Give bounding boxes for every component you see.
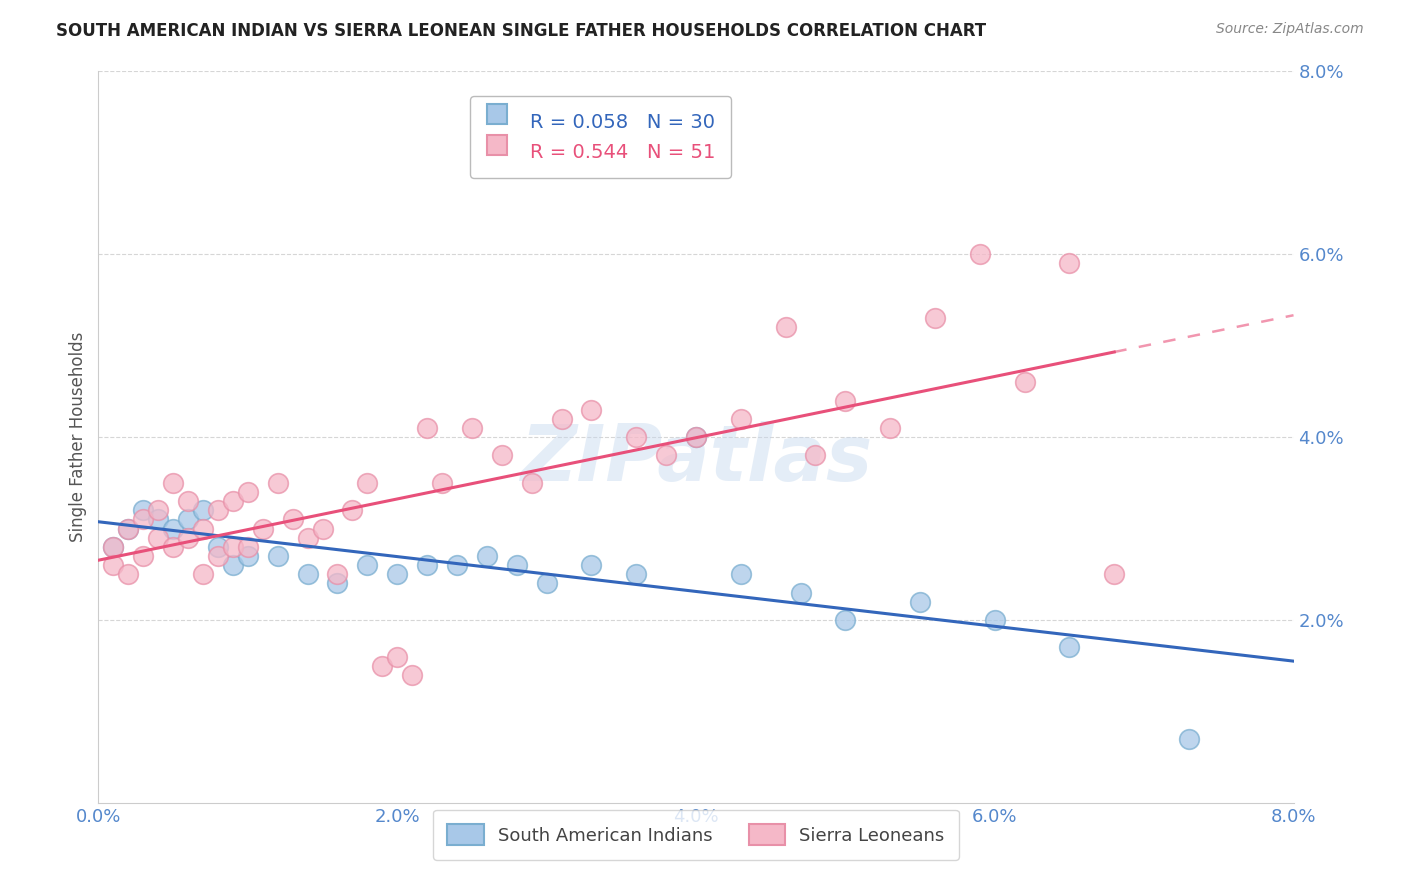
Point — [311, 521, 333, 535]
Point — [446, 558, 468, 573]
Point — [132, 549, 155, 563]
Point — [385, 649, 409, 664]
Point — [267, 475, 290, 490]
Point — [401, 667, 423, 681]
Point — [879, 421, 901, 435]
Point — [804, 449, 827, 463]
Point — [297, 567, 319, 582]
Point — [581, 558, 603, 573]
Point — [550, 412, 572, 426]
Text: ZIPatlas: ZIPatlas — [520, 421, 872, 497]
Point — [520, 475, 543, 490]
Point — [416, 558, 439, 573]
Point — [430, 475, 453, 490]
Text: SOUTH AMERICAN INDIAN VS SIERRA LEONEAN SINGLE FATHER HOUSEHOLDS CORRELATION CHA: SOUTH AMERICAN INDIAN VS SIERRA LEONEAN … — [56, 22, 987, 40]
Point — [117, 521, 139, 535]
Point — [730, 412, 752, 426]
Point — [222, 494, 245, 508]
Point — [371, 658, 394, 673]
Point — [924, 311, 946, 326]
Point — [148, 503, 170, 517]
Text: Source: ZipAtlas.com: Source: ZipAtlas.com — [1216, 22, 1364, 37]
Point — [1178, 731, 1201, 746]
Point — [117, 521, 139, 535]
Point — [491, 449, 513, 463]
Point — [162, 521, 184, 535]
Point — [461, 421, 484, 435]
Point — [236, 540, 259, 554]
Point — [326, 567, 349, 582]
Point — [969, 247, 991, 261]
Point — [207, 549, 229, 563]
Point — [908, 595, 931, 609]
Point — [162, 540, 184, 554]
Point — [132, 512, 155, 526]
Point — [536, 576, 558, 591]
Point — [655, 449, 678, 463]
Point — [207, 503, 229, 517]
Point — [506, 558, 529, 573]
Y-axis label: Single Father Households: Single Father Households — [69, 332, 87, 542]
Point — [117, 567, 139, 582]
Point — [191, 567, 214, 582]
Point — [177, 512, 200, 526]
Point — [475, 549, 498, 563]
Point — [416, 421, 439, 435]
Point — [103, 558, 125, 573]
Point — [236, 485, 259, 500]
Point — [385, 567, 409, 582]
Point — [103, 540, 125, 554]
Point — [297, 531, 319, 545]
Legend: South American Indians, Sierra Leoneans: South American Indians, Sierra Leoneans — [433, 810, 959, 860]
Point — [1059, 256, 1081, 270]
Point — [356, 475, 378, 490]
Point — [267, 549, 290, 563]
Point — [236, 549, 259, 563]
Point — [730, 567, 752, 582]
Point — [222, 540, 245, 554]
Point — [148, 531, 170, 545]
Point — [984, 613, 1007, 627]
Point — [356, 558, 378, 573]
Point — [281, 512, 304, 526]
Point — [1059, 640, 1081, 655]
Point — [834, 613, 856, 627]
Point — [207, 540, 229, 554]
Point — [177, 531, 200, 545]
Point — [222, 558, 245, 573]
Point — [581, 402, 603, 417]
Point — [326, 576, 349, 591]
Point — [103, 540, 125, 554]
Point — [252, 521, 274, 535]
Point — [789, 585, 811, 599]
Point — [775, 320, 797, 334]
Point — [685, 430, 707, 444]
Point — [177, 494, 200, 508]
Point — [626, 567, 648, 582]
Point — [1014, 376, 1036, 390]
Point — [1104, 567, 1126, 582]
Point — [626, 430, 648, 444]
Point — [162, 475, 184, 490]
Point — [191, 503, 214, 517]
Point — [191, 521, 214, 535]
Point — [132, 503, 155, 517]
Point — [342, 503, 364, 517]
Point — [834, 393, 856, 408]
Point — [148, 512, 170, 526]
Point — [685, 430, 707, 444]
